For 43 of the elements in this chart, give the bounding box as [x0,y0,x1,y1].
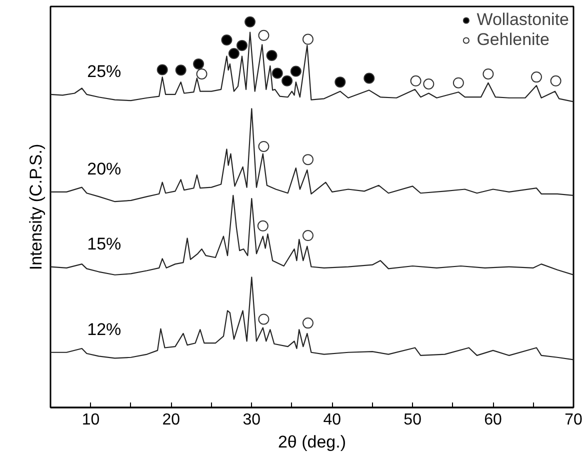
point [175,64,186,76]
point [302,318,314,329]
series-label: 15% [87,234,122,254]
series-label: 25% [87,62,122,81]
point [482,68,494,80]
point [302,154,314,166]
point [334,76,346,88]
point [266,50,278,61]
point [410,75,422,86]
y-axis-title: Intensity (C.P.S.) [26,144,46,270]
x-tick-label: 60 [484,412,502,428]
point [236,40,248,51]
x-tick-label: 50 [404,412,422,428]
point [221,34,232,46]
point [193,58,204,70]
x-tick-label: 70 [564,412,582,428]
point [228,48,240,60]
point [302,34,314,45]
point [302,230,314,242]
point [423,78,434,90]
point [282,75,293,86]
x-tick-label: 40 [323,412,342,428]
point [452,77,464,88]
point [156,64,168,76]
point [257,220,268,232]
point [244,16,256,28]
point [290,66,302,77]
point [258,140,270,152]
series-label: 20% [87,159,122,178]
point [258,314,270,325]
point [272,68,283,79]
point [364,72,375,84]
point [530,72,542,83]
point [550,75,562,86]
legend-label: Wollastonite [476,10,569,30]
x-axis-title: 2θ (deg.) [278,432,346,452]
point [258,30,270,41]
x-tick-label: 20 [162,412,180,428]
point [196,68,208,80]
x-tick-label: 30 [242,412,261,428]
legend-label: Gehlenite [476,30,550,50]
x-tick-label: 10 [82,412,100,428]
series-label: 12% [87,320,122,339]
